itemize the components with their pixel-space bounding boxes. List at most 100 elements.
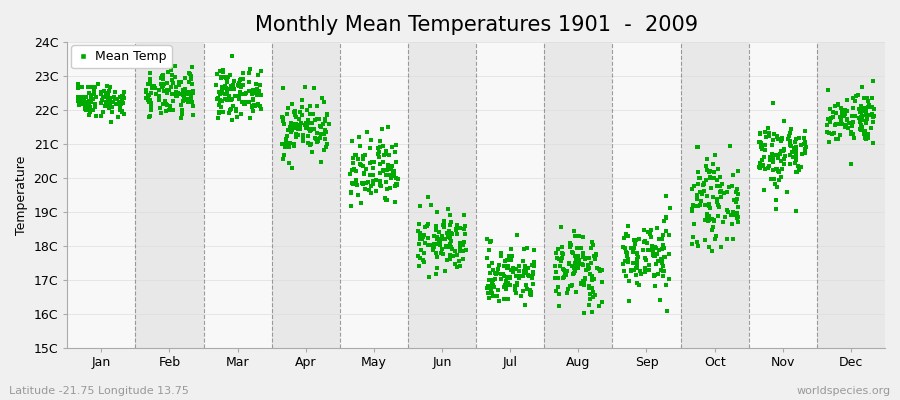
Bar [68,42,135,348]
Point [319,129,333,136]
Point [144,107,158,113]
Point [102,98,116,105]
Point [319,116,333,122]
Point [843,130,858,137]
Point [184,64,199,70]
Point [651,258,665,264]
Point [496,271,510,277]
Point [588,256,602,262]
Point [705,226,719,233]
Point [242,99,256,106]
Point [491,266,505,272]
Point [84,92,98,98]
Point [500,257,515,263]
Point [693,175,707,181]
Point [382,163,397,170]
Point [165,90,179,97]
Point [493,271,508,277]
Point [302,133,316,139]
Point [236,70,250,76]
Point [840,108,854,114]
Point [485,282,500,289]
Point [155,73,169,79]
Point [691,175,706,182]
Point [175,102,189,108]
Point [709,176,724,183]
Point [287,143,302,149]
Point [107,88,122,95]
Point [693,188,707,195]
Point [348,180,363,187]
Point [210,96,224,102]
Point [371,151,385,157]
Point [172,79,186,86]
Point [774,148,788,154]
Point [772,151,787,158]
Point [792,166,806,173]
Point [757,186,771,193]
Point [238,99,253,105]
Point [486,276,500,283]
Point [85,84,99,90]
Point [654,257,669,263]
Point [275,115,290,121]
Point [481,283,495,289]
Point [582,282,597,289]
Point [142,114,157,120]
Point [560,268,574,274]
Point [576,278,590,284]
Point [783,138,797,144]
Point [790,169,805,176]
Point [295,96,310,103]
Point [587,276,601,282]
Point [436,250,450,257]
Point [585,277,599,284]
Point [799,144,814,150]
Point [483,270,498,276]
Point [820,122,834,128]
Point [486,267,500,274]
Point [626,260,640,266]
Point [100,92,114,99]
Point [617,268,632,275]
Point [162,107,176,113]
Point [854,116,868,123]
Point [363,160,377,166]
Point [86,106,100,113]
Point [797,140,812,147]
Point [696,182,710,188]
Point [504,257,518,264]
Point [646,252,661,258]
Point [638,238,652,244]
Point [555,250,570,256]
Point [775,136,789,142]
Point [214,75,229,82]
Point [485,281,500,287]
Point [359,180,374,186]
Point [452,258,466,265]
Point [489,270,503,276]
Point [421,242,436,248]
Point [498,296,512,302]
Point [781,133,796,139]
Point [429,227,444,233]
Point [575,261,590,268]
Point [94,97,109,103]
Point [411,240,426,247]
Point [828,121,842,128]
Point [112,101,127,108]
Point [714,244,728,250]
Point [518,267,533,274]
Point [503,274,517,280]
Point [520,272,535,278]
Point [628,241,643,248]
Point [102,103,116,109]
Point [443,222,457,228]
Point [792,166,806,173]
Point [621,233,635,239]
Point [506,269,520,275]
Point [247,102,261,108]
Point [635,247,650,253]
Point [365,181,380,188]
Point [858,128,872,134]
